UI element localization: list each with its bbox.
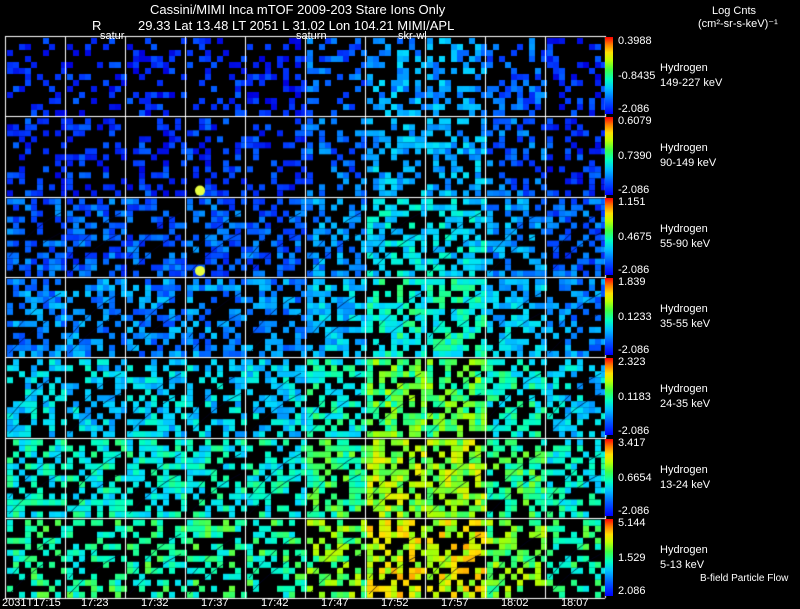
row-energy-label: 24-35 keV xyxy=(660,398,711,411)
time-tick-label: 18:07 xyxy=(561,597,589,609)
image-annotation-saturn: saturn xyxy=(296,30,327,42)
time-tick-label: 17:42 xyxy=(261,597,289,609)
row-energy-label: 13-24 keV xyxy=(660,478,711,491)
row-species-label: Hydrogen xyxy=(660,383,708,396)
colorbar-max-label: 0.6079 xyxy=(618,115,652,128)
row-species-label: Hydrogen xyxy=(660,62,708,75)
colorbar-min-label: 2.086 xyxy=(618,585,646,598)
time-tick-label: 17:52 xyxy=(381,597,409,609)
time-tick-label: 17:23 xyxy=(81,597,109,609)
colorbar-max-label: 2.323 xyxy=(618,356,646,369)
colorbar-mid-label: 1.529 xyxy=(618,551,646,564)
units-label: (cm²-sr-s-keV)⁻¹ xyxy=(698,18,778,30)
colorbar xyxy=(605,358,613,436)
colorbar-min-label: -2.086 xyxy=(618,263,650,276)
colorbar xyxy=(605,197,613,275)
row-species-label: Hydrogen xyxy=(660,222,708,235)
colorbar-min-label: -2.086 xyxy=(618,103,650,116)
colorbar-min-label: -2.086 xyxy=(618,344,650,357)
colorbar-min-label: -2.086 xyxy=(618,424,650,437)
colorbar-min-label: -2.086 xyxy=(618,504,650,517)
row-energy-label: 149-227 keV xyxy=(660,77,723,90)
colorbar-mid-label: 0.6654 xyxy=(618,471,652,484)
colorbar xyxy=(605,277,613,356)
row-energy-label: 35-55 keV xyxy=(660,318,711,331)
image-annotation-skr: skr-wl xyxy=(398,30,427,42)
time-tick-label: 17:37 xyxy=(201,597,229,609)
colorbar-max-label: 0.3988 xyxy=(618,35,652,47)
colorbar-max-label: 3.417 xyxy=(618,436,646,449)
colorbar-mid-label: 0.7390 xyxy=(618,150,652,163)
colorbar xyxy=(605,438,613,516)
image-annotation-satur: satur xyxy=(100,30,125,42)
time-tick-label: 17:47 xyxy=(321,597,349,609)
colorbar xyxy=(605,37,613,115)
row-species-label: Hydrogen xyxy=(660,463,708,476)
row-species-label: Hydrogen xyxy=(660,543,708,556)
r-label: R xyxy=(92,18,102,33)
colorbar xyxy=(605,518,613,597)
colorbar-mid-label: 0.1233 xyxy=(618,311,652,324)
row-species-label: Hydrogen xyxy=(660,142,708,155)
row-energy-label: 5-13 keV xyxy=(660,558,705,571)
row-energy-label: 90-149 keV xyxy=(660,157,717,170)
row-energy-label: 55-90 keV xyxy=(660,237,711,250)
colorbar-min-label: -2.086 xyxy=(618,183,650,196)
time-tick-label: 17:32 xyxy=(141,597,169,609)
colorbar-mid-label: 0.1183 xyxy=(618,391,651,404)
colorbar-max-label: 1.839 xyxy=(618,275,646,288)
time-tick-label: 2031T17:15 xyxy=(2,597,61,609)
colorbar-mid-label: -0.8435 xyxy=(618,70,656,83)
colorbar-mid-label: 0.4675 xyxy=(618,230,652,243)
colorbar-max-label: 5.144 xyxy=(618,516,646,529)
colorbar xyxy=(605,117,613,195)
row-species-label: Hydrogen xyxy=(660,303,708,316)
time-tick-label: 17:57 xyxy=(441,597,469,609)
orbit-info: 29.33 Lat 13.48 LT 2051 L 31.02 Lon 104.… xyxy=(138,18,455,33)
colorbar-max-label: 1.151 xyxy=(618,195,646,208)
footer-note: B-field Particle Flow xyxy=(700,573,789,584)
units-title: Log Cnts xyxy=(712,5,757,17)
time-tick-label: 18:02 xyxy=(501,597,529,609)
plot-title: Cassini/MIMI Inca mTOF 2009-203 Stare Io… xyxy=(150,2,446,17)
